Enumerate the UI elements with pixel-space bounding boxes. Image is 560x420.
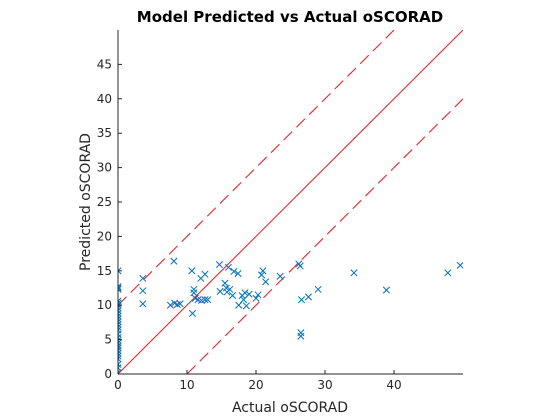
data-point: [190, 289, 198, 297]
x-tick-label: 0: [114, 378, 122, 392]
data-point: [456, 261, 463, 269]
y-tick-label: 45: [97, 57, 112, 71]
axes: 0 10 20 30 40 0 5 10 15 20 25 30 35 40 45: [97, 30, 463, 392]
data-point: [176, 300, 184, 308]
data-point: [139, 300, 147, 308]
data-point: [201, 270, 209, 278]
data-point: [139, 287, 147, 295]
data-point: [118, 320, 122, 329]
data-point: [118, 315, 122, 323]
y-tick-label: 25: [97, 195, 112, 209]
x-tick-label: 20: [248, 378, 263, 392]
y-axis-label: Predicted oSCORAD: [78, 133, 94, 271]
data-point: [118, 330, 122, 338]
data-point: [118, 267, 122, 275]
data-point: [254, 291, 262, 299]
data-point: [240, 296, 248, 304]
data-point: [228, 292, 237, 300]
data-point: [444, 269, 452, 277]
data-point: [224, 263, 232, 271]
data-point: [215, 261, 223, 269]
data-point: [118, 307, 122, 315]
data-point: [118, 369, 122, 374]
data-point: [118, 347, 122, 355]
x-axis-label: Actual oSCORAD: [232, 400, 348, 416]
y-tick-label: 35: [97, 126, 112, 140]
data-point: [118, 349, 122, 357]
y-tick-label: 5: [104, 333, 112, 347]
data-point: [230, 267, 238, 276]
data-point: [173, 300, 181, 309]
x-tick-label: 10: [179, 378, 194, 392]
y-tick-label: 40: [97, 92, 112, 106]
data-point: [118, 344, 122, 352]
data-point: [188, 309, 197, 318]
y-tick-label: 15: [97, 264, 112, 278]
identity-line: [118, 30, 463, 374]
data-point: [188, 267, 196, 275]
x-tick-label: 40: [386, 378, 401, 392]
data-point: [314, 285, 322, 293]
data-point: [201, 296, 209, 304]
data-point: [204, 296, 212, 304]
reference-lines: [118, 30, 463, 374]
data-point: [118, 312, 122, 320]
data-point: [118, 318, 122, 326]
data-point: [118, 355, 122, 363]
data-point: [118, 309, 122, 318]
data-point: [296, 262, 304, 270]
y-tick-label: 10: [97, 298, 112, 312]
x-tick-label: 30: [317, 378, 332, 392]
data-point: [118, 352, 122, 360]
data-point: [245, 290, 253, 298]
data-point: [118, 284, 122, 292]
y-tick-label: 20: [97, 229, 112, 243]
data-point: [241, 289, 249, 297]
data-point: [297, 329, 305, 337]
data-point: [170, 257, 178, 265]
data-point: [166, 301, 174, 309]
data-point: [242, 302, 250, 310]
data-point: [259, 267, 267, 275]
data-point: [118, 323, 122, 331]
data-point: [304, 293, 312, 301]
data-point: [382, 286, 390, 294]
data-point: [252, 294, 260, 302]
chart-title: Model Predicted vs Actual oSCORAD: [137, 8, 443, 26]
band-line-2: [186, 98, 463, 374]
y-tick-label: 30: [97, 161, 112, 175]
data-point: [221, 279, 229, 287]
data-point: [216, 287, 224, 295]
data-point: [276, 272, 284, 280]
data-point: [118, 360, 122, 368]
data-point: [118, 283, 122, 291]
data-point: [234, 269, 242, 278]
band-line-1: [118, 30, 395, 306]
y-tick-label: 0: [104, 367, 112, 381]
data-point: [257, 271, 266, 279]
data-points: [118, 257, 463, 374]
data-point: [118, 285, 122, 293]
data-point: [262, 278, 270, 286]
data-point: [350, 269, 358, 277]
data-point: [297, 332, 305, 340]
data-point: [118, 304, 122, 312]
data-point: [297, 296, 306, 304]
data-point: [139, 274, 147, 282]
data-point: [226, 285, 234, 293]
data-point: [190, 285, 198, 293]
data-point: [118, 336, 122, 344]
data-point: [118, 301, 122, 309]
